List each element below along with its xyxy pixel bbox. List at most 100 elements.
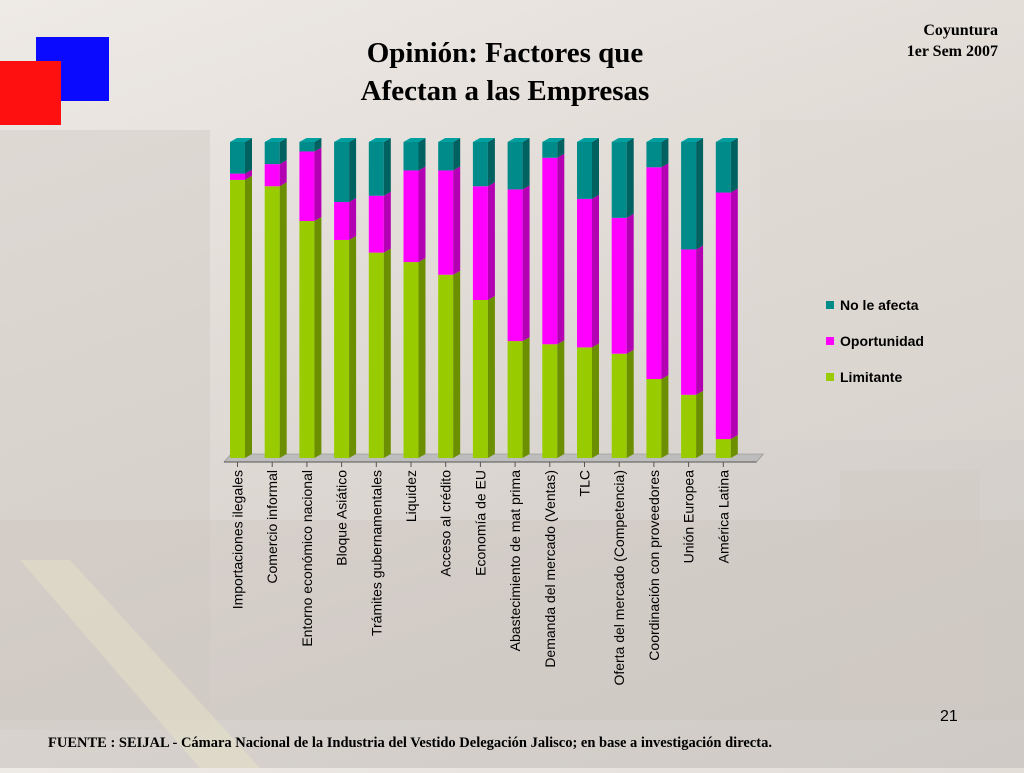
bar-top-no-le-afecta-3 [334, 138, 357, 142]
bar-no-le-afecta-1 [264, 142, 280, 165]
accent-square-red [0, 61, 61, 125]
bar-top-no-le-afecta-1 [264, 138, 287, 142]
x-tick-label-8: Abastecimiento de mat prima [507, 470, 523, 652]
bar-side-limitante-6 [453, 270, 461, 458]
bar-oportunidad-11 [611, 217, 627, 354]
bar-side-oportunidad-3 [349, 198, 357, 240]
bar-oportunidad-8 [507, 189, 523, 342]
bar-side-no-le-afecta-8 [522, 138, 530, 190]
bar-no-le-afecta-7 [472, 142, 488, 187]
bar-side-limitante-1 [279, 182, 287, 459]
bar-limitante-7 [472, 300, 488, 458]
bar-top-no-le-afecta-8 [507, 138, 530, 142]
bar-side-no-le-afecta-2 [314, 138, 322, 152]
bar-top-no-le-afecta-5 [403, 138, 426, 142]
legend-item-limitante: Limitante [826, 368, 924, 386]
bar-limitante-5 [403, 262, 419, 458]
slide-title-line1: Opinión: Factores que [366, 37, 644, 69]
bar-oportunidad-4 [368, 195, 384, 253]
bar-side-limitante-12 [661, 375, 669, 458]
bar-side-no-le-afecta-12 [661, 138, 669, 168]
bar-oportunidad-6 [438, 170, 454, 275]
bar-side-limitante-5 [418, 258, 426, 458]
bar-side-limitante-3 [349, 235, 357, 458]
bar-oportunidad-3 [334, 202, 350, 240]
bar-top-no-le-afecta-0 [230, 138, 252, 142]
bar-oportunidad-13 [681, 249, 697, 395]
bar-limitante-11 [611, 353, 627, 458]
bar-side-no-le-afecta-0 [245, 138, 252, 174]
bar-limitante-6 [438, 274, 454, 458]
bar-side-no-le-afecta-1 [279, 138, 287, 165]
bar-oportunidad-14 [715, 192, 731, 440]
bar-side-no-le-afecta-5 [418, 138, 426, 171]
bar-side-oportunidad-0 [245, 169, 252, 180]
bar-limitante-2 [299, 221, 315, 458]
bar-side-no-le-afecta-14 [730, 138, 738, 193]
bar-side-oportunidad-14 [730, 188, 738, 440]
bar-no-le-afecta-4 [368, 142, 384, 196]
bar-side-limitante-0 [245, 175, 252, 459]
legend-item-no-le-afecta: No le afecta [826, 296, 924, 314]
x-tick-label-11: Oferta del mercado (Competencia) [611, 470, 627, 686]
bar-limitante-14 [715, 439, 731, 458]
x-tick-label-7: Economía de EU [472, 470, 488, 576]
bar-limitante-1 [264, 186, 280, 459]
bar-side-no-le-afecta-9 [557, 138, 565, 158]
bar-no-le-afecta-5 [403, 142, 419, 171]
bar-top-no-le-afecta-12 [646, 138, 669, 142]
bar-limitante-10 [577, 347, 592, 458]
bar-side-limitante-7 [487, 296, 495, 458]
bar-no-le-afecta-0 [230, 142, 245, 174]
bar-top-no-le-afecta-7 [472, 138, 495, 142]
bar-side-limitante-2 [314, 217, 322, 458]
bar-no-le-afecta-12 [646, 142, 662, 168]
bar-top-no-le-afecta-14 [715, 138, 738, 142]
bar-side-limitante-13 [696, 390, 704, 458]
bar-limitante-13 [681, 394, 697, 458]
bar-side-limitante-10 [592, 343, 599, 458]
bar-side-oportunidad-8 [522, 185, 530, 342]
bar-top-no-le-afecta-2 [299, 138, 322, 142]
x-tick-label-14: América Latina [715, 470, 731, 564]
bar-top-no-le-afecta-11 [611, 138, 634, 142]
bar-top-no-le-afecta-4 [368, 138, 391, 142]
bar-side-no-le-afecta-13 [696, 138, 704, 250]
bar-side-no-le-afecta-7 [487, 138, 495, 187]
legend-item-oportunidad: Oportunidad [826, 332, 924, 350]
bar-top-no-le-afecta-6 [438, 138, 461, 142]
bar-no-le-afecta-3 [334, 142, 350, 203]
bar-limitante-12 [646, 379, 662, 458]
legend-swatch-limitante [826, 373, 834, 381]
bar-oportunidad-1 [264, 164, 280, 187]
bar-top-no-le-afecta-13 [681, 138, 704, 142]
bar-side-oportunidad-13 [696, 245, 704, 395]
bar-no-le-afecta-2 [299, 142, 315, 152]
bar-side-oportunidad-7 [487, 182, 495, 300]
bar-no-le-afecta-9 [542, 142, 558, 158]
chart-legend: No le afecta Oportunidad Limitante [826, 296, 924, 404]
bar-side-no-le-afecta-6 [453, 138, 461, 171]
legend-swatch-oportunidad [826, 337, 834, 345]
bar-no-le-afecta-6 [438, 142, 454, 171]
x-tick-label-0: Importaciones ilegales [230, 470, 246, 609]
bar-side-oportunidad-9 [557, 153, 565, 345]
bar-no-le-afecta-14 [715, 142, 731, 193]
bar-top-no-le-afecta-9 [542, 138, 565, 142]
page-number: 21 [940, 708, 958, 725]
bar-side-oportunidad-1 [279, 160, 287, 187]
bar-limitante-8 [507, 341, 523, 458]
bar-oportunidad-0 [230, 173, 245, 180]
bar-limitante-3 [334, 239, 350, 458]
bar-limitante-4 [368, 252, 384, 458]
bar-oportunidad-10 [577, 198, 592, 348]
x-tick-label-4: Trámites gubernamentales [368, 470, 384, 636]
bar-no-le-afecta-11 [611, 142, 627, 218]
period-label-line1: Coyuntura [923, 22, 998, 39]
bar-side-no-le-afecta-3 [349, 138, 357, 203]
bar-side-limitante-14 [730, 435, 738, 458]
bar-side-no-le-afecta-4 [383, 138, 391, 196]
bar-top-no-le-afecta-10 [577, 138, 599, 142]
bar-no-le-afecta-8 [507, 142, 523, 190]
bar-no-le-afecta-10 [577, 142, 592, 199]
